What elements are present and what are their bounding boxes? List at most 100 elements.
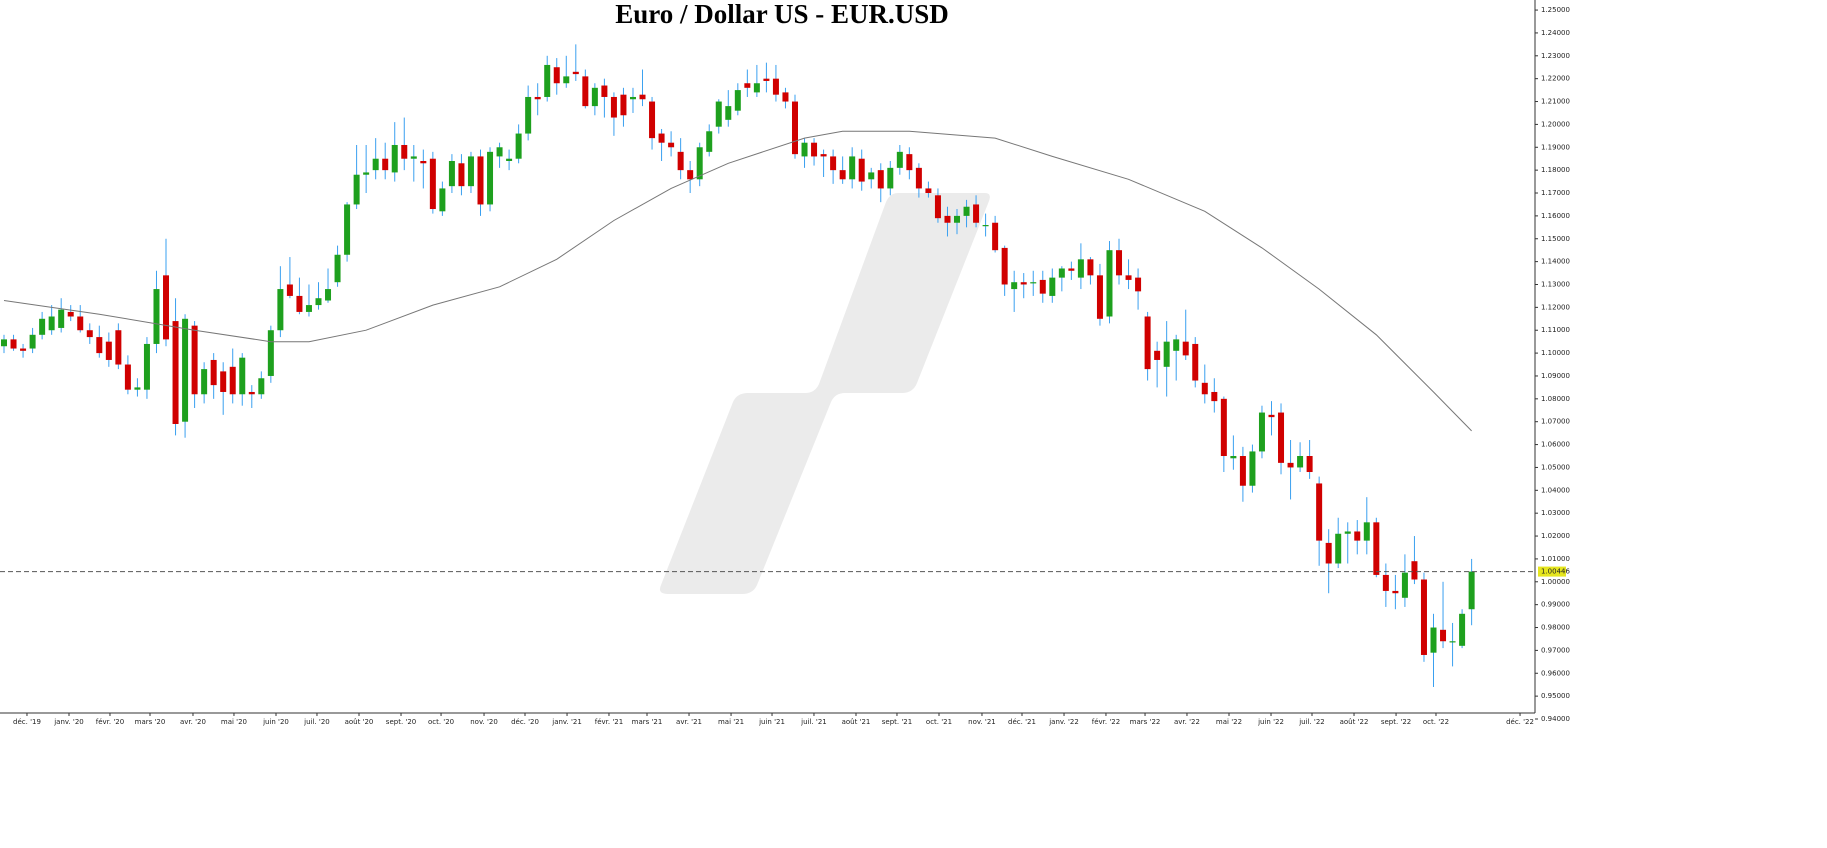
last-price-label: 1.00446 [1541, 568, 1570, 576]
candle-body [305, 305, 312, 312]
candle-body [791, 101, 798, 155]
candle-body [887, 167, 894, 189]
candle-body [1030, 282, 1037, 284]
candle-body [706, 131, 713, 152]
candle-body [753, 83, 760, 93]
candle-body [1325, 542, 1332, 564]
candle-body [296, 295, 303, 312]
candle-body [715, 101, 722, 127]
x-tick-label: déc. '22 [1506, 718, 1534, 726]
candle-body [201, 369, 208, 395]
x-tick-label: janv. '22 [1048, 718, 1079, 726]
candle-body [1039, 279, 1046, 294]
y-tick-label: 1.18000 [1541, 166, 1570, 174]
candle-body [1297, 456, 1304, 468]
x-tick-label: juin '20 [262, 718, 289, 726]
candle-body [925, 188, 932, 194]
candle-body [1201, 382, 1208, 395]
candle-body [677, 151, 684, 171]
candle-body [115, 330, 122, 365]
candle-body [1211, 391, 1218, 402]
candle-body [1087, 259, 1094, 276]
moving-average [3, 130, 1472, 432]
x-tick-label: janv. '21 [551, 718, 582, 726]
candle-body [344, 204, 351, 255]
candle-body [458, 163, 465, 187]
candle-body [1440, 629, 1447, 642]
candle-body [315, 298, 322, 306]
x-tick-label: déc. '19 [13, 718, 41, 726]
candle-body [1154, 350, 1161, 360]
candle-body [534, 96, 541, 100]
y-tick-label: 1.09000 [1541, 372, 1570, 380]
y-tick-label: 0.95000 [1541, 692, 1570, 700]
candle-body [544, 64, 551, 97]
candle-body [734, 90, 741, 111]
candle-body [1106, 250, 1113, 317]
x-tick-label: avr. '21 [676, 718, 702, 726]
y-tick-label: 1.17000 [1541, 189, 1570, 197]
candle-body [124, 364, 131, 390]
candle-body [1420, 579, 1427, 655]
candle-body [1249, 451, 1256, 486]
candle-body [1363, 522, 1370, 541]
candle-body [896, 151, 903, 168]
y-tick-label: 1.15000 [1541, 235, 1570, 243]
candle-body [220, 371, 227, 392]
candle-body [1049, 277, 1056, 296]
x-tick-label: juil. '20 [303, 718, 330, 726]
watermark [659, 193, 990, 594]
x-tick-label: août '21 [842, 718, 871, 726]
x-tick-label: avr. '22 [1174, 718, 1200, 726]
candle-body [1077, 259, 1084, 278]
candle-body [372, 158, 379, 171]
candle-body [1239, 456, 1246, 486]
x-tick-label: mars '21 [632, 718, 663, 726]
candle-body [515, 133, 522, 159]
candle-body [1430, 627, 1437, 653]
candle-body [77, 316, 84, 331]
candle-body [20, 348, 27, 351]
y-tick-label: 0.94000 [1541, 715, 1570, 723]
candle-body [1306, 456, 1313, 473]
candle-body [868, 172, 875, 180]
candle-body [258, 378, 265, 395]
candle-body [163, 275, 170, 340]
candle-body [191, 325, 198, 395]
logo [659, 193, 990, 594]
candle-body [963, 206, 970, 216]
candle-body [267, 330, 274, 376]
x-tick-label: mars '20 [135, 718, 166, 726]
candle-body [153, 289, 160, 344]
candle-body [1354, 531, 1361, 541]
candle-body [744, 83, 751, 88]
x-tick-label: déc. '21 [1008, 718, 1036, 726]
candle-body [915, 167, 922, 189]
x-tick-label: août '22 [1340, 718, 1369, 726]
y-tick-label: 1.21000 [1541, 98, 1570, 106]
candle-body [1173, 339, 1180, 351]
candle-body [830, 156, 837, 171]
x-tick-label: sept. '22 [1381, 718, 1411, 726]
candle-body [1316, 483, 1323, 541]
candle-body [1192, 343, 1199, 381]
candle-body [1411, 561, 1418, 580]
candle-body [1335, 533, 1342, 564]
candle-body [582, 76, 589, 107]
x-tick-label: août '20 [345, 718, 374, 726]
candle-body [591, 87, 598, 107]
x-tick-label: oct. '22 [1423, 718, 1449, 726]
candle-body [1392, 590, 1399, 594]
x-tick-label: sept. '20 [386, 718, 416, 726]
candle-body [391, 144, 398, 173]
y-tick-label: 1.06000 [1541, 441, 1570, 449]
candle-body [649, 101, 656, 139]
y-tick-label: 1.22000 [1541, 75, 1570, 83]
candle-body [1020, 282, 1027, 285]
candle-body [39, 318, 46, 335]
candle-body [487, 151, 494, 205]
candle-body [553, 67, 560, 84]
candle-body [1068, 268, 1075, 271]
candle-body [801, 142, 808, 157]
